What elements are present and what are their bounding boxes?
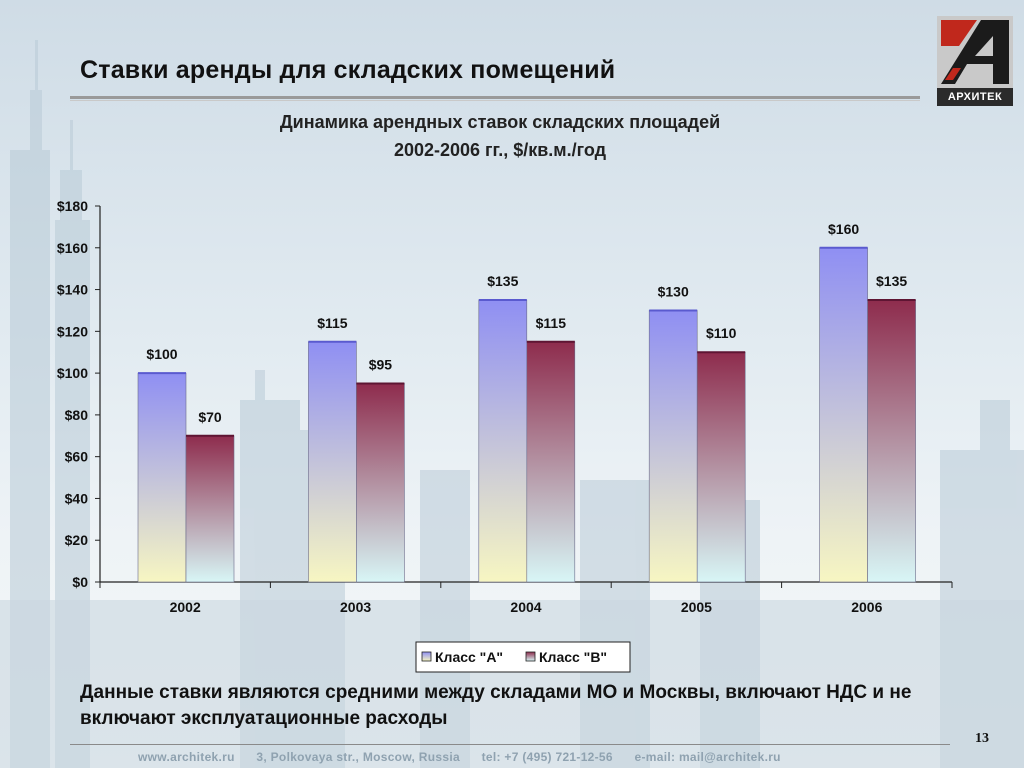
page-number: 13 xyxy=(975,731,989,746)
bar-class-a-2002 xyxy=(137,372,187,583)
title-divider-thin xyxy=(70,100,920,101)
bar-class-b-2002 xyxy=(185,435,235,583)
bar-class-b-2003 xyxy=(356,383,405,583)
y-tick-label: $60 xyxy=(65,449,89,465)
chart-title-line2: 2002-2006 гг., $/кв.м./год xyxy=(393,140,607,160)
data-label: $135 xyxy=(876,273,907,289)
data-label: $115 xyxy=(536,315,567,331)
legend-label: Класс "B" xyxy=(539,649,607,665)
y-tick-label: $0 xyxy=(72,574,88,590)
y-tick-label: $80 xyxy=(65,407,89,423)
data-label: $100 xyxy=(146,346,177,362)
x-tick-label: 2006 xyxy=(851,599,882,615)
y-tick-label: $120 xyxy=(57,323,88,339)
data-label: $160 xyxy=(828,221,859,237)
data-label: $95 xyxy=(369,357,393,373)
legend-swatch xyxy=(421,651,432,662)
y-tick-label: $140 xyxy=(57,282,88,298)
logo-emblem xyxy=(937,16,1013,88)
logo-emblem-icon xyxy=(937,16,1013,88)
architek-logo: АРХИТЕК xyxy=(937,16,1013,106)
x-tick-label: 2005 xyxy=(681,599,712,615)
chart-title-line1: Динамика арендных ставок складских площа… xyxy=(279,112,721,132)
y-tick-label: $160 xyxy=(57,240,88,256)
y-tick-label: $180 xyxy=(57,198,88,214)
slide-title: Ставки аренды для складских помещений xyxy=(80,56,616,84)
footer-email[interactable]: e-mail: mail@architek.ru xyxy=(634,750,781,764)
y-tick-label: $20 xyxy=(65,532,89,548)
footer-site[interactable]: www.architek.ru xyxy=(138,750,235,764)
data-label: $110 xyxy=(706,325,737,341)
legend-label: Класс "A" xyxy=(435,649,503,665)
y-tick-label: $100 xyxy=(57,365,88,381)
bar-class-a-2003 xyxy=(308,341,357,583)
legend-swatch xyxy=(525,651,536,662)
chart-title: Динамика арендных ставок складских площа… xyxy=(200,108,800,164)
footer-tel: tel: +7 (495) 721-12-56 xyxy=(481,750,613,764)
bar-class-b-2004 xyxy=(526,341,576,583)
bar-class-a-2006 xyxy=(819,247,868,583)
footnote: Данные ставки являются средними между ск… xyxy=(80,682,912,729)
data-label: $115 xyxy=(317,315,348,331)
footer-contacts: www.architek.ru 3, Polkovaya str., Mosco… xyxy=(138,750,799,764)
x-tick-label: 2003 xyxy=(340,599,371,615)
bar-class-a-2004 xyxy=(478,299,528,583)
y-tick-label: $40 xyxy=(65,490,89,506)
bar-class-b-2006 xyxy=(867,299,916,583)
data-label: $70 xyxy=(198,409,222,425)
footer-address: 3, Polkovaya str., Moscow, Russia xyxy=(256,750,460,764)
data-label: $135 xyxy=(487,273,518,289)
footer-divider xyxy=(70,744,950,745)
legend-box xyxy=(415,641,631,673)
data-label: $130 xyxy=(658,283,689,299)
x-tick-label: 2002 xyxy=(170,599,201,615)
title-divider xyxy=(70,96,920,99)
logo-text: АРХИТЕК xyxy=(937,88,1013,106)
x-tick-label: 2004 xyxy=(510,599,541,615)
bar-class-a-2005 xyxy=(648,310,698,583)
bar-class-b-2005 xyxy=(696,351,746,583)
